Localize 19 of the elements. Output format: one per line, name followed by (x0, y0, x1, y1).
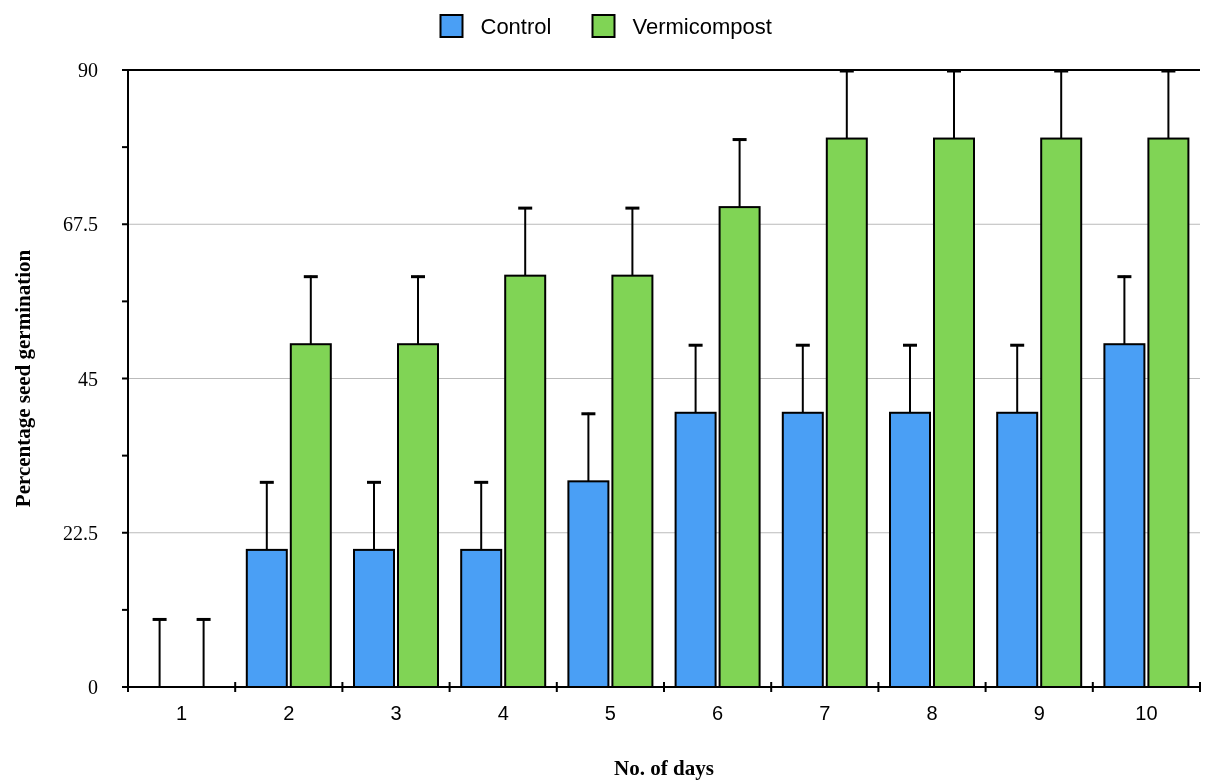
x-tick-label: 10 (1135, 702, 1158, 724)
x-tick-label: 8 (926, 702, 938, 724)
x-tick-label: 6 (712, 702, 724, 724)
x-tick-label: 7 (819, 702, 831, 724)
x-tick-label: 1 (176, 702, 188, 724)
x-tick-label: 9 (1033, 702, 1045, 724)
legend-label: Control (480, 13, 552, 39)
y-axis-title: Percentage seed germination (11, 249, 35, 508)
x-tick-label: 3 (390, 702, 402, 724)
y-tick-label: 67.5 (63, 213, 98, 236)
x-axis-title: No. of days (614, 756, 714, 780)
y-tick-label: 90 (78, 59, 98, 81)
legend-label: Vermicompost (632, 13, 772, 39)
y-tick-label: 45 (78, 367, 98, 390)
y-tick-label: 0 (88, 676, 98, 698)
x-tick-label: 5 (604, 702, 616, 724)
x-tick-label: 4 (497, 702, 509, 724)
x-tick-label: 2 (283, 702, 295, 724)
y-tick-label: 22.5 (63, 521, 98, 544)
